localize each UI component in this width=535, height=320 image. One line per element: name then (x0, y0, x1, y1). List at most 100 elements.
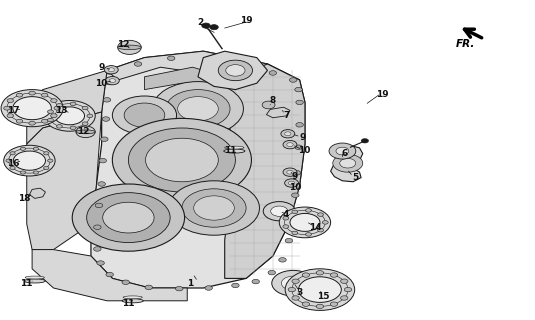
Circle shape (194, 196, 234, 220)
Polygon shape (198, 51, 268, 90)
Circle shape (296, 123, 303, 127)
Circle shape (330, 302, 338, 306)
Circle shape (145, 285, 152, 290)
Circle shape (283, 168, 297, 176)
Polygon shape (107, 51, 300, 90)
Circle shape (48, 159, 53, 162)
Circle shape (169, 181, 259, 235)
Circle shape (33, 171, 39, 174)
Circle shape (7, 99, 13, 103)
Circle shape (316, 271, 324, 275)
Circle shape (94, 247, 101, 251)
Circle shape (72, 184, 185, 251)
Circle shape (103, 202, 154, 233)
Ellipse shape (224, 149, 245, 153)
Circle shape (296, 100, 303, 105)
Text: 16: 16 (7, 159, 20, 168)
Circle shape (269, 71, 277, 75)
Text: 4: 4 (283, 210, 289, 219)
Circle shape (134, 62, 142, 66)
Circle shape (87, 193, 170, 243)
Circle shape (322, 221, 328, 224)
Circle shape (252, 279, 259, 284)
Circle shape (281, 130, 295, 138)
Circle shape (20, 147, 26, 150)
Text: 11: 11 (122, 300, 135, 308)
Circle shape (345, 287, 351, 292)
Circle shape (305, 209, 311, 212)
Circle shape (361, 139, 369, 143)
Text: 3: 3 (296, 288, 303, 297)
Circle shape (289, 217, 297, 221)
Text: 13: 13 (55, 106, 68, 115)
Circle shape (283, 225, 289, 228)
Circle shape (330, 273, 338, 277)
Circle shape (87, 114, 93, 118)
Circle shape (295, 145, 302, 149)
Text: 6: 6 (342, 149, 348, 158)
Circle shape (13, 151, 45, 170)
Circle shape (316, 304, 324, 308)
Text: 9: 9 (98, 63, 105, 72)
Circle shape (283, 140, 297, 149)
Circle shape (106, 70, 113, 74)
Circle shape (41, 93, 48, 97)
Text: 18: 18 (18, 194, 30, 203)
Circle shape (289, 78, 297, 82)
Text: 1: 1 (187, 279, 193, 288)
Circle shape (293, 171, 301, 175)
Polygon shape (331, 146, 363, 182)
Circle shape (118, 40, 141, 54)
Polygon shape (27, 112, 102, 250)
Circle shape (329, 143, 356, 159)
Circle shape (287, 170, 293, 174)
Circle shape (232, 283, 239, 288)
Circle shape (29, 121, 35, 125)
Circle shape (82, 106, 88, 110)
Ellipse shape (225, 146, 244, 149)
Circle shape (70, 126, 76, 130)
Text: 14: 14 (309, 223, 322, 232)
Circle shape (268, 270, 276, 275)
Circle shape (178, 97, 218, 121)
Circle shape (104, 66, 118, 74)
Circle shape (295, 87, 302, 92)
Circle shape (263, 202, 295, 221)
Circle shape (95, 203, 103, 208)
Circle shape (288, 287, 295, 292)
Circle shape (305, 233, 311, 236)
Circle shape (102, 117, 110, 121)
Circle shape (202, 23, 210, 28)
Circle shape (288, 181, 295, 185)
Circle shape (101, 137, 108, 141)
Circle shape (56, 124, 62, 128)
Circle shape (122, 280, 129, 284)
Text: 9: 9 (291, 172, 297, 180)
Ellipse shape (25, 276, 44, 279)
Circle shape (205, 58, 212, 62)
Circle shape (299, 277, 341, 302)
Circle shape (13, 97, 51, 120)
Circle shape (182, 189, 246, 227)
Circle shape (33, 147, 39, 150)
Text: 2: 2 (197, 18, 204, 27)
Circle shape (16, 119, 23, 123)
Circle shape (48, 118, 54, 122)
Circle shape (283, 217, 289, 220)
Circle shape (109, 79, 116, 83)
Text: 10: 10 (95, 79, 108, 88)
Text: 17: 17 (7, 106, 20, 115)
Ellipse shape (122, 299, 143, 303)
Circle shape (285, 238, 293, 243)
Ellipse shape (118, 45, 141, 50)
Circle shape (292, 279, 299, 284)
Circle shape (292, 193, 299, 197)
Circle shape (44, 152, 49, 155)
Circle shape (152, 82, 243, 136)
Circle shape (55, 107, 85, 125)
Circle shape (262, 101, 275, 109)
Circle shape (4, 106, 10, 110)
Circle shape (94, 225, 101, 229)
Circle shape (103, 98, 111, 102)
Text: FR.: FR. (456, 39, 475, 49)
